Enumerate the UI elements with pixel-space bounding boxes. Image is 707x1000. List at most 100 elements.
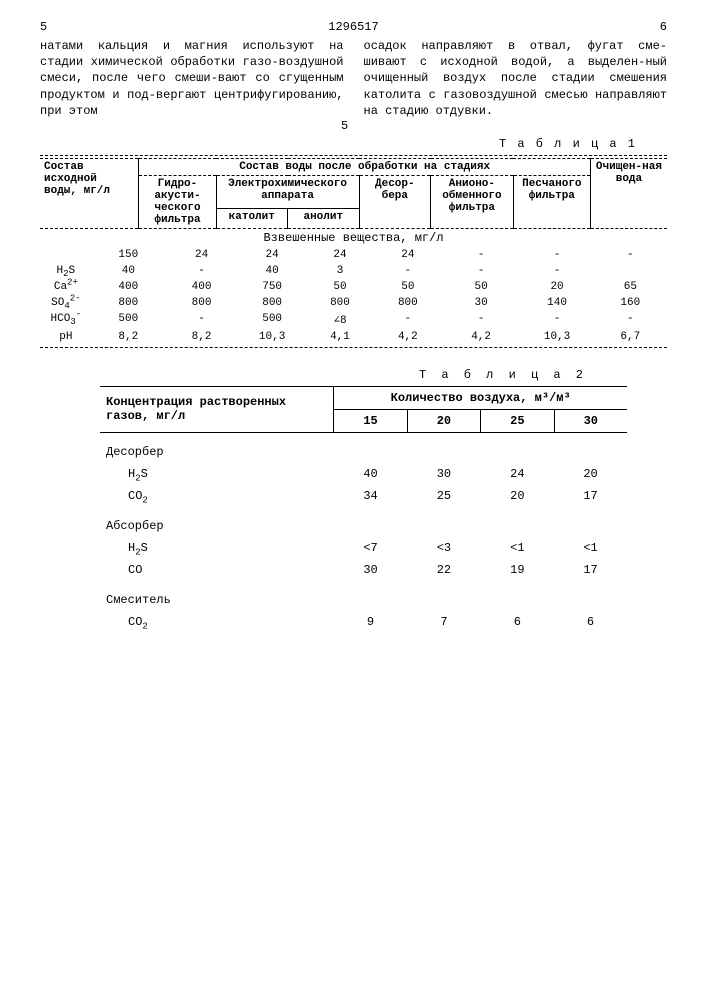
t1-cell: 10,3 — [520, 329, 593, 345]
t2-cell: 9 — [334, 611, 407, 633]
t2-c4: 30 — [554, 409, 627, 432]
t2-group: Количество воздуха, м³/м³ — [334, 386, 627, 409]
t1-cell: - — [594, 311, 667, 329]
t1-last: Очищен-ная вода — [590, 158, 667, 228]
table2: Концентрация растворенных газов, мг/л Ко… — [100, 386, 627, 633]
t2-cell: <7 — [334, 537, 407, 559]
t2-row-label: CO — [100, 559, 334, 581]
t2-cell: 20 — [554, 463, 627, 485]
t1-row-label: Ca2+ — [40, 279, 92, 295]
t1-sub2: анолит — [288, 209, 360, 229]
t2-c3: 25 — [481, 409, 554, 432]
t1-cell: 4,1 — [306, 329, 374, 345]
t1-cell: 10,3 — [238, 329, 306, 345]
t1-cell: - — [520, 263, 593, 279]
right-column: осадок направляют в отвал, фугат сме-шив… — [364, 38, 668, 119]
t1-cell: - — [442, 247, 521, 263]
t1-cell: 24 — [306, 247, 374, 263]
t2-c2: 20 — [407, 409, 480, 432]
t2-cell: 6 — [481, 611, 554, 633]
t1-c1: Гидро-акусти-ческого фильтра — [139, 175, 216, 228]
t2-cell: 34 — [334, 485, 407, 507]
t1-cell: 24 — [374, 247, 442, 263]
t2-row-label: H2S — [100, 463, 334, 485]
text-columns: натами кальция и магния используют на ст… — [40, 38, 667, 119]
t2-cell: 22 — [407, 559, 480, 581]
page-number-left: 5 — [40, 20, 47, 34]
t2-cell: 25 — [407, 485, 480, 507]
t1-cell: 800 — [165, 295, 238, 311]
t1-cell: 50 — [374, 279, 442, 295]
t1-cell: 4,2 — [442, 329, 521, 345]
t1-row-label: SO42- — [40, 295, 92, 311]
t1-cell: 20 — [520, 279, 593, 295]
t1-cell: 24 — [238, 247, 306, 263]
t2-cell: 6 — [554, 611, 627, 633]
table1-bottom-rule — [40, 347, 667, 348]
t2-cell: 20 — [481, 485, 554, 507]
t1-c4: Анионо-обменного фильтра — [431, 175, 514, 228]
t1-cell: 6,7 — [594, 329, 667, 345]
t2-row-label: H2S — [100, 537, 334, 559]
t2-c1: 15 — [334, 409, 407, 432]
t2-cell: 19 — [481, 559, 554, 581]
t2-row-label: CO2 — [100, 485, 334, 507]
t2-h0: Концентрация растворенных газов, мг/л — [100, 386, 334, 432]
t2-cell: <1 — [554, 537, 627, 559]
table1-label: Т а б л и ц а 1 — [40, 137, 637, 151]
t1-cell — [594, 263, 667, 279]
document-number: 1296517 — [47, 20, 660, 34]
table1: Состав исходной воды, мг/л Состав воды п… — [40, 158, 667, 247]
t1-cell: 140 — [520, 295, 593, 311]
t2-cell: 30 — [334, 559, 407, 581]
t1-row-label: H2S — [40, 263, 92, 279]
t1-row-label: HCO3- — [40, 311, 92, 329]
t2-row-label: CO2 — [100, 611, 334, 633]
t1-group: Состав воды после обработки на стадиях — [139, 158, 590, 175]
t1-cell: 4,2 — [374, 329, 442, 345]
t1-cell: 8,2 — [165, 329, 238, 345]
t1-cell: - — [374, 311, 442, 329]
t1-cell: 50 — [442, 279, 521, 295]
t1-cell: 40 — [238, 263, 306, 279]
t1-cell: - — [594, 247, 667, 263]
t2-cell: 30 — [407, 463, 480, 485]
t1-cell: 30 — [442, 295, 521, 311]
t1-cell: 160 — [594, 295, 667, 311]
t1-cell: - — [165, 311, 238, 329]
t1-c3: Десор-бера — [359, 175, 431, 228]
t1-cell: 800 — [374, 295, 442, 311]
t2-cell: <3 — [407, 537, 480, 559]
t2-cell: 17 — [554, 485, 627, 507]
table1-top-rule — [40, 155, 667, 156]
t1-row-label: pH — [40, 329, 92, 345]
t1-cell: 800 — [238, 295, 306, 311]
t1-cell: - — [520, 311, 593, 329]
t2-group-name: Десорбер — [100, 432, 627, 463]
t1-cell: 500 — [92, 311, 165, 329]
t1-c5: Песчаного фильтра — [513, 175, 590, 228]
t1-section: Взвешенные вещества, мг/л — [40, 228, 667, 247]
t1-cell: - — [520, 247, 593, 263]
t1-cell: - — [442, 263, 521, 279]
t1-cell: 800 — [92, 295, 165, 311]
left-column: натами кальция и магния используют на ст… — [40, 38, 344, 119]
t1-cell: ∠8 — [306, 311, 374, 329]
t1-cell: 50 — [306, 279, 374, 295]
t1-cell: - — [165, 263, 238, 279]
t1-cell: 150 — [92, 247, 165, 263]
t2-cell: 24 — [481, 463, 554, 485]
page-number-right: 6 — [660, 20, 667, 34]
t1-cell: 8,2 — [92, 329, 165, 345]
t1-cell: 24 — [165, 247, 238, 263]
t1-cell: - — [442, 311, 521, 329]
t1-cell: 400 — [92, 279, 165, 295]
line-marker: 5 — [341, 119, 348, 133]
t1-row-label — [40, 247, 92, 263]
t2-group-name: Смеситель — [100, 581, 627, 611]
t2-cell: 7 — [407, 611, 480, 633]
t2-cell: <1 — [481, 537, 554, 559]
t1-cell: 65 — [594, 279, 667, 295]
t1-c2: Электрохимического аппарата — [216, 175, 359, 208]
t1-sub1: католит — [216, 209, 288, 229]
